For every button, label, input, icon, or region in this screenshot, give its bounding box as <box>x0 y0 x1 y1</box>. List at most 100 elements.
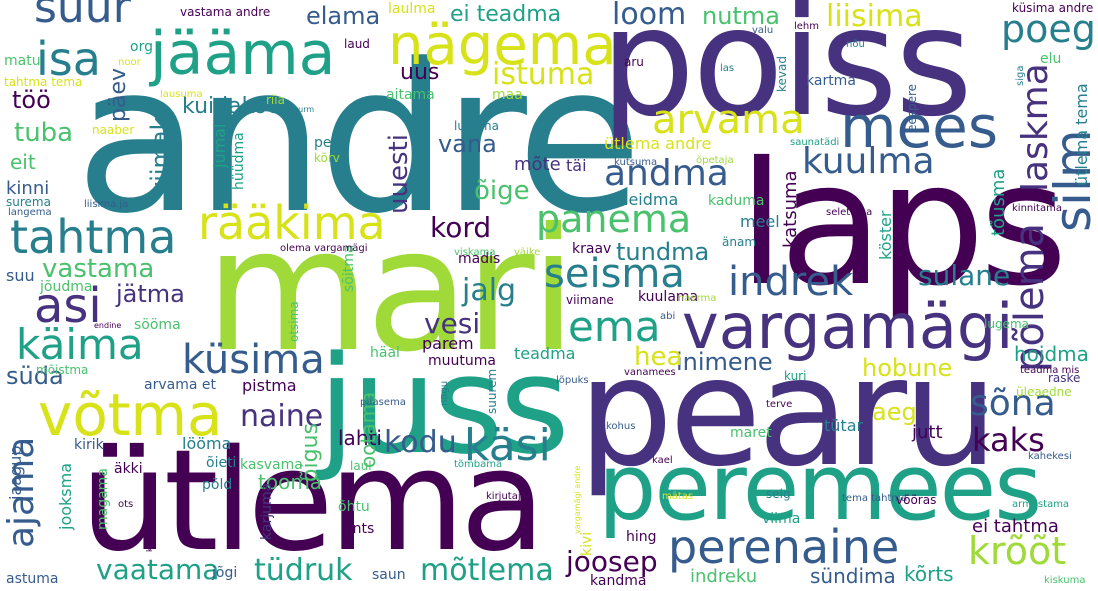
word-uus: uus <box>400 60 440 85</box>
word-naine: naine <box>240 399 324 434</box>
word-poiss: poiss <box>600 0 973 150</box>
word-naerma: naerma <box>678 293 717 304</box>
word-kord: kord <box>430 211 492 244</box>
word-meel: meel <box>740 212 780 231</box>
word-akki: äkki <box>114 461 143 477</box>
word-viskama: viskama <box>454 247 496 258</box>
word-aitama: aitama <box>386 87 435 103</box>
word-tudruk: tüdruk <box>254 553 353 588</box>
word-mote: mõte <box>514 154 561 175</box>
word-matu: matu <box>4 53 41 69</box>
word-kahekesi: kahekesi <box>1028 451 1072 462</box>
word-kuulma: kuulma <box>802 141 935 182</box>
word-oige: õige <box>474 176 530 206</box>
word-kirjutaja: kirjutaja <box>486 491 527 502</box>
word-vaatama: vaatama <box>96 553 220 586</box>
word-pere: pere <box>314 135 346 151</box>
word-kippuma: kippuma <box>145 517 154 552</box>
word-vastama: vastama <box>42 254 155 284</box>
word-tutar: tütar <box>824 416 864 435</box>
word-laud: laud <box>344 37 370 51</box>
word-sona: sõna <box>970 383 1056 424</box>
word-liisima: liisima <box>826 0 923 34</box>
word-tooma: tooma <box>258 470 323 494</box>
word-matas: mätas <box>662 491 694 502</box>
word-aeg: aeg <box>872 398 917 426</box>
word-viimaks: viimaks <box>146 103 174 196</box>
word-andma: andma <box>604 153 729 194</box>
word-viimane: viimane <box>566 293 614 307</box>
word-paasema: päasema <box>360 397 406 408</box>
word-kartma: kartma <box>806 73 856 89</box>
word-tema-tahtma: tema tahtma <box>842 493 908 504</box>
word-utlema-andre: ütlema andre <box>604 134 712 153</box>
word-opetaja: õpetaja <box>696 155 734 166</box>
word-peremees: peremees <box>598 434 1042 541</box>
word-nutma: nutma <box>702 2 780 30</box>
word-elu: elu <box>1040 51 1062 67</box>
word-suu: suu <box>6 266 35 285</box>
word-mari: mari <box>205 192 577 390</box>
word-tai: täi <box>566 156 587 175</box>
word-arvama-et: arvama et <box>144 377 216 393</box>
word-muutuma: muutuma <box>428 353 496 369</box>
word-otsima: otsima <box>287 301 301 342</box>
word-sooma: söömа <box>134 317 181 333</box>
word-siga: siga <box>1015 65 1026 86</box>
word-tuba: tuba <box>14 118 74 148</box>
word-saunatadi: saunatädi <box>790 137 840 148</box>
word-pearu: pearu <box>578 326 998 500</box>
word-kroot: krõõt <box>968 529 1067 573</box>
word-mees: mees <box>840 93 999 161</box>
word-kraav: kraav <box>572 241 612 257</box>
word-riia: riia <box>266 93 285 107</box>
word-kivi: kivi <box>579 531 595 556</box>
word-anam: änam <box>722 235 757 249</box>
word-ots: ots <box>118 499 134 510</box>
word-endine: endine <box>94 321 122 330</box>
word-indrek: indrek <box>728 259 854 305</box>
word-nagema: nägema <box>388 13 617 78</box>
word-aru: aru <box>624 55 644 69</box>
word-viima: viima <box>762 511 801 527</box>
word-lausuma: lausuma <box>160 89 203 100</box>
word-suurem: suurem <box>485 368 499 414</box>
word-oieti: õieti <box>206 455 237 471</box>
word-uleaedne: üleaedne <box>1016 385 1072 399</box>
word-korv: kõrv <box>314 151 340 165</box>
word-kiskuma: kiskuma <box>1044 575 1086 586</box>
word-hing: hing <box>626 529 657 545</box>
word-motlema: mõtlema <box>420 553 554 588</box>
word-hobune: hobune <box>862 354 953 382</box>
word-seisma: seisma <box>544 251 685 297</box>
word-madis: madis <box>458 251 501 267</box>
word-ohtu: õhtu <box>338 499 370 515</box>
word-laulma: laulma <box>388 1 436 17</box>
word-teadma-mis: teadma mis <box>1020 365 1080 376</box>
word-jaama: jääma <box>150 19 336 89</box>
word-las: las <box>720 63 735 74</box>
word-lubama: lubama <box>454 119 499 133</box>
word-jatma: jätma <box>116 280 185 308</box>
word-liisima-ja: liisima ja <box>84 199 129 210</box>
word-looma: lööma <box>182 434 232 453</box>
word-isa: isa <box>36 32 101 86</box>
word-abi: abi <box>660 311 676 322</box>
word-laul: laul <box>350 459 372 473</box>
word-korts: kõrts <box>904 562 954 586</box>
word-astuma: astuma <box>6 571 59 587</box>
word-seletama: seletama <box>826 207 873 218</box>
word-kusima-andre: küsima andre <box>1012 1 1094 15</box>
word-perenaine: perenaine <box>668 520 900 574</box>
word-suda: süda <box>6 362 64 390</box>
word-vastama-andre: vastama andre <box>180 5 271 19</box>
word-magama: magama <box>95 468 111 530</box>
word-raske: raske <box>1048 371 1081 385</box>
word-utlema: ütlema <box>80 420 546 583</box>
word-jooksma: jooksma <box>56 462 75 530</box>
word-kael: kael <box>652 455 673 466</box>
word-jalg: jalg <box>462 273 517 308</box>
word-vanamees: vanamees <box>624 367 676 378</box>
word-kinni: kinni <box>6 178 50 199</box>
